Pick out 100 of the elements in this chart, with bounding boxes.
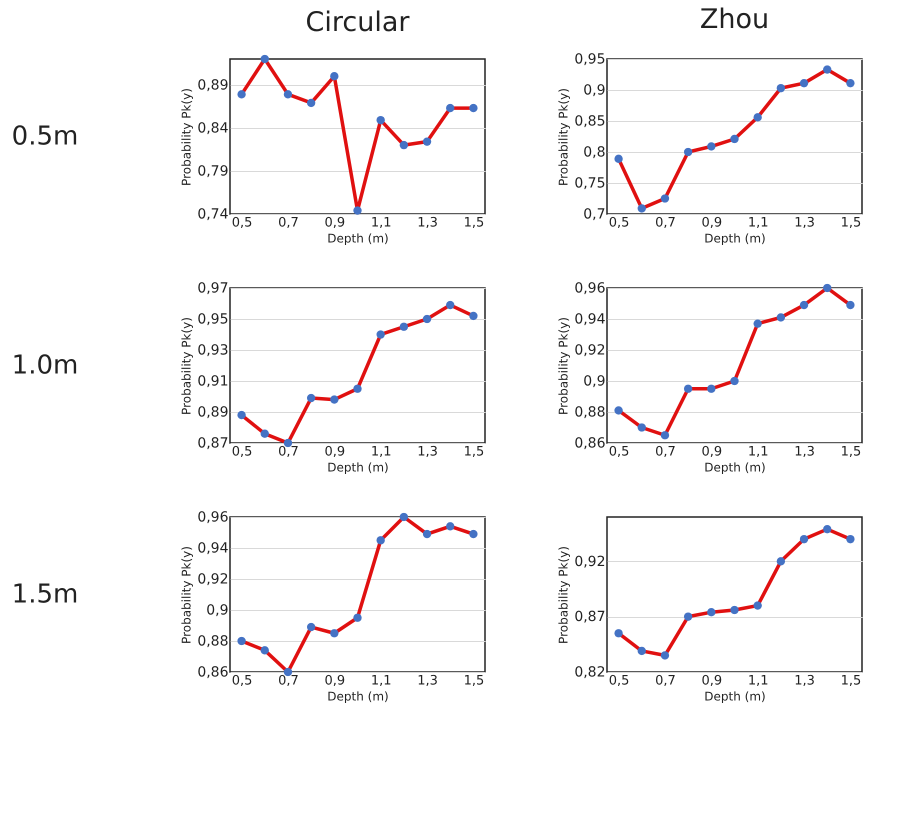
- y-tick-label: 0,75: [574, 176, 606, 192]
- point: [823, 65, 832, 74]
- x-tick-label: 1,3: [417, 444, 438, 460]
- x-tick-label: 1,5: [464, 674, 484, 688]
- y-axis-title: Probability Pk(y): [556, 546, 570, 644]
- point: [284, 90, 292, 98]
- x-tick-label: 1,3: [417, 216, 438, 230]
- y-tick-label: 0,82: [574, 664, 606, 680]
- point: [707, 142, 716, 151]
- point: [638, 646, 646, 656]
- x-tick-label: 0,7: [278, 216, 299, 230]
- x-tick-label: 0,9: [324, 674, 346, 688]
- point: [614, 406, 623, 415]
- y-axis-title: Probability Pk(y): [179, 88, 194, 186]
- point: [306, 394, 316, 402]
- point: [684, 384, 692, 393]
- y-tick-label: 0,94: [197, 540, 229, 556]
- point: [237, 90, 246, 98]
- point: [469, 104, 478, 112]
- x-tick-label: 1,5: [840, 674, 862, 688]
- x-tick-label: 0,5: [232, 444, 252, 460]
- y-tick-label: 0,92: [574, 342, 606, 358]
- point: [684, 148, 692, 156]
- x-tick-label: 0,5: [608, 674, 630, 688]
- x-tick-label: 1,5: [840, 216, 862, 230]
- point: [776, 84, 786, 92]
- point: [754, 113, 762, 122]
- x-axis-title: Depth (m): [327, 460, 389, 474]
- x-tick-label: 1,1: [748, 216, 769, 230]
- point: [846, 79, 855, 88]
- point: [823, 525, 832, 534]
- text: 0.5m: [12, 122, 78, 152]
- y-axis-title: Probability Pk(y): [556, 88, 570, 186]
- y-tick-label: 0,87: [197, 436, 228, 452]
- x-axis-title: Depth (m): [704, 460, 766, 474]
- x-tick-label: 1,1: [370, 444, 392, 460]
- point: [306, 98, 316, 108]
- text: 1.0m: [12, 350, 78, 380]
- point: [306, 622, 316, 632]
- x-tick-label: 0,7: [655, 216, 676, 230]
- y-tick-label: 0,97: [197, 280, 228, 296]
- x-tick-label: 1,5: [464, 216, 484, 230]
- x-tick-label: 1,3: [794, 444, 815, 460]
- point: [800, 79, 808, 88]
- point: [260, 646, 269, 654]
- point: [422, 137, 432, 146]
- y-axis-title: Probability Pk(y): [179, 317, 194, 415]
- x-tick-label: 0,7: [278, 444, 299, 460]
- point: [776, 313, 786, 322]
- x-tick-label: 1,1: [748, 444, 769, 460]
- x-tick-label: 0,7: [655, 674, 676, 688]
- point: [800, 534, 808, 544]
- point: [330, 395, 338, 404]
- y-tick-label: 0,92: [574, 554, 606, 570]
- point: [237, 410, 246, 420]
- point: [800, 300, 808, 310]
- point: [376, 330, 385, 339]
- point: [446, 104, 454, 112]
- y-tick-label: 0,96: [197, 510, 229, 526]
- chart-title: Circular: [306, 6, 410, 38]
- point: [422, 530, 432, 538]
- point: [730, 606, 739, 614]
- y-tick-label: 0,92: [197, 572, 228, 588]
- y-tick-label: 0,91: [197, 374, 228, 390]
- y-tick-label: 0,87: [574, 609, 606, 626]
- x-axis-title: Depth (m): [327, 690, 389, 704]
- point: [400, 512, 408, 522]
- y-tick-label: 0,95: [197, 312, 228, 328]
- point: [707, 384, 716, 393]
- x-tick-label: 0,7: [278, 674, 299, 688]
- y-tick-label: 0,93: [197, 342, 228, 358]
- y-tick-label: 0,96: [574, 280, 606, 296]
- point: [400, 322, 408, 331]
- point: [422, 314, 432, 324]
- x-tick-label: 1,3: [794, 674, 815, 688]
- x-tick-label: 1,3: [794, 216, 815, 230]
- y-tick-label: 0,74: [197, 206, 229, 222]
- point: [638, 423, 646, 432]
- x-tick-label: 0,9: [324, 216, 346, 230]
- point: [730, 134, 739, 144]
- y-tick-label: 0,89: [197, 404, 228, 420]
- y-tick-label: 0,88: [197, 634, 228, 650]
- point: [614, 629, 623, 638]
- text: 1.5m: [12, 580, 78, 610]
- point: [353, 614, 362, 622]
- point: [237, 636, 246, 646]
- y-tick-label: 0,8: [583, 144, 606, 160]
- point: [823, 284, 832, 292]
- point: [376, 536, 385, 544]
- point: [846, 534, 855, 544]
- point: [684, 612, 692, 621]
- y-tick-label: 0,85: [574, 114, 606, 130]
- x-tick-label: 1,1: [748, 674, 769, 688]
- y-tick-label: 0,94: [574, 312, 606, 328]
- x-tick-label: 1,5: [840, 444, 862, 460]
- y-tick-label: 0,89: [197, 77, 228, 94]
- point: [660, 194, 670, 203]
- x-tick-label: 0,5: [608, 216, 630, 230]
- x-tick-label: 0,9: [701, 444, 722, 460]
- point: [660, 651, 670, 660]
